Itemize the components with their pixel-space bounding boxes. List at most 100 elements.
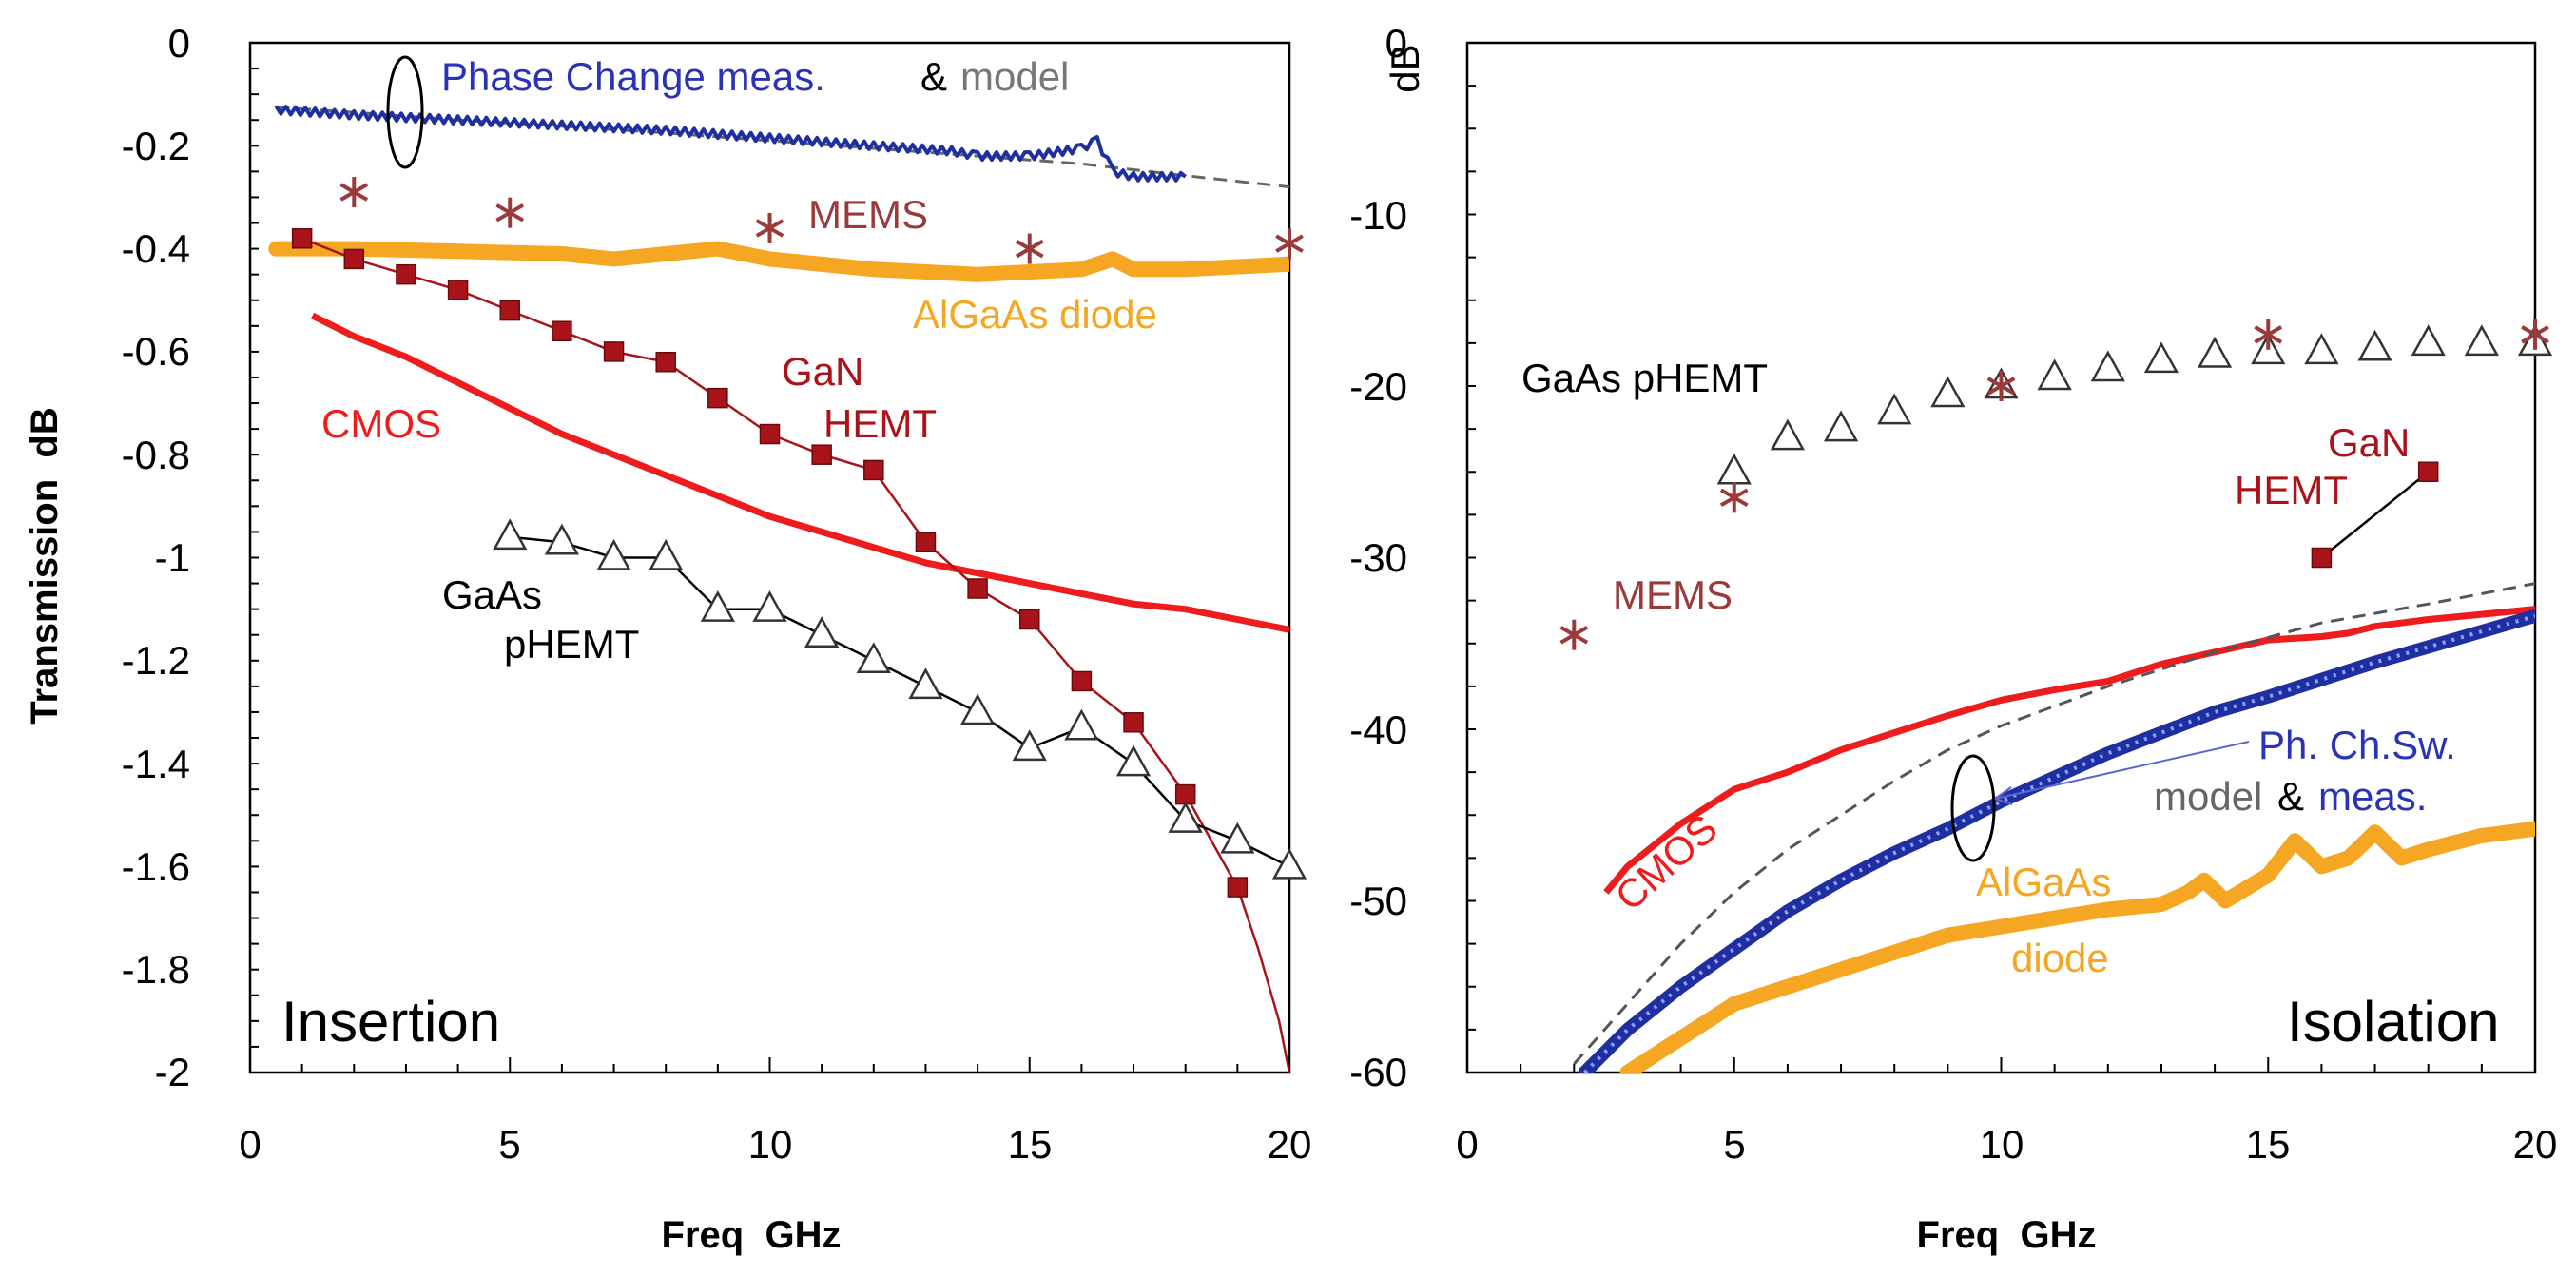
gaas-phemt-marker [1220,822,1255,854]
gaas-phemt-marker [959,693,996,725]
gan-hemt-marker [811,444,832,465]
ph-ch-sw-model-line [1573,582,2535,1065]
phase-change-model-line [276,106,1289,189]
mems-marker [339,177,369,208]
gaas-phemt-marker [2037,358,2072,391]
mems-marker-stroke [2521,325,2549,344]
algaas-diode-line [1619,821,2535,1073]
insertion-label: Insertion [281,990,500,1054]
gan-hemt-marker [552,320,572,341]
left-minor-ticks [250,68,1239,1073]
gaas-phemt-marker [752,590,787,622]
gaas-phemt-marker [1115,744,1152,777]
left-ytick-7: -1.4 [122,742,190,786]
gaas-phemt-marker [1823,410,1859,442]
algaas-diode-line [268,241,1289,282]
left-ann-gan: GaN [782,349,863,394]
gaas-phemt-marker [544,523,580,555]
gan-hemt-marker [447,280,469,300]
left-ann-gaas: GaAs [442,572,542,617]
right-y-axis-label: dB [1383,44,1427,92]
mems-marker-stroke [1559,625,1589,645]
mems-marker-stroke [1986,377,2016,396]
gan-hemt-marker [343,248,365,270]
gaas-phemt-marker [649,538,684,570]
left-ytick-8: -1.6 [122,844,190,889]
gaas-phemt-marker [1716,453,1752,485]
left-xtick-3: 15 [1008,1122,1053,1167]
left-ann-algaas: AlGaAs diode [913,292,1157,337]
mems-marker [1559,619,1589,650]
right-xtick-1: 5 [1723,1122,1745,1167]
left-ann-phase-meas: Phase Change meas. [441,54,825,99]
cmos-line [311,312,1289,633]
gaas-phemt-marker [2357,329,2392,361]
gan-hemt-marker [1123,712,1144,733]
right-ytick-2: -20 [1349,364,1407,409]
right-ytick-3: -30 [1349,535,1407,580]
mems-marker [495,197,525,228]
gaas-phemt-marker [2304,333,2339,365]
gan-hemt-marker [1019,609,1040,630]
gan-hemt-marker [915,532,937,553]
left-ann-amp: & [920,54,947,99]
gan-hemt-marker [1174,783,1196,805]
gan-hemt-marker [291,228,313,249]
right-plot-frame [1465,41,2537,1074]
right-ytick-5: -50 [1349,879,1407,923]
gaas-phemt-marker [700,590,735,622]
left-ytick-2: -0.4 [122,226,190,271]
ph-ch-sw-ellipse [1950,754,1996,862]
mems-marker-stroke [1275,234,1304,253]
left-x-axis-label: Freq GHz [662,1214,842,1256]
right-x-axis-label: Freq GHz [1917,1214,2097,1256]
gaas-phemt-marker [1930,376,1966,408]
mems-marker-stroke [339,183,369,202]
gaas-phemt-marker [856,642,891,674]
insertion-chart: 0 -0.2 -0.4 -0.6 -0.8 -1 -1.2 -1.4 -1.6 … [24,21,1311,1256]
ph-ch-sw-arrowhead-icon [1994,786,2013,805]
mems-marker [755,212,784,243]
gaas-phemt-marker [1168,802,1203,833]
right-series-layer [1573,471,2535,1073]
left-ytick-10: -2 [155,1050,190,1094]
gaas-phemt-marker [1064,708,1099,741]
right-ann-gan: GaN [2328,420,2410,465]
right-ann-gaas-phemt: GaAs pHEMT [1521,356,1768,400]
right-ytick-0: 0 [1385,21,1407,66]
right-ann-hemt: HEMT [2235,468,2348,512]
gan-hemt-marker [396,263,416,285]
ph-ch-sw-arrow [1994,741,2250,800]
mems-marker [2521,319,2549,350]
gan-hemt-marker [2417,461,2439,482]
gaas-phemt-marker [2464,324,2499,357]
gaas-phemt-line [510,535,1289,868]
phase-change-meas-line [274,105,1187,183]
gaas-phemt-marker [596,538,631,570]
left-ytick-0: 0 [168,21,190,66]
mems-marker-stroke [755,219,784,238]
gan-hemt-marker [499,300,520,321]
right-minor-ticks [1467,85,2483,1073]
isolation-label: Isolation [2287,990,2499,1054]
left-series-layer [268,105,1289,1073]
gan-hemt-marker [1071,670,1093,692]
mems-marker-stroke [2254,325,2283,344]
mems-marker-stroke [1015,239,1044,259]
gaas-phemt-marker [1877,393,1912,425]
mems-marker [1986,371,2016,401]
gan-hemt-marker [967,578,988,599]
left-ytick-4: -0.8 [122,433,190,477]
gan-hemt-marker [707,387,728,409]
gan-hemt-line [2320,471,2430,559]
gaas-phemt-marker [2411,324,2446,357]
left-y-axis-label: Transmission dB [24,407,66,724]
mems-marker [1719,482,1749,513]
left-ann-model: model [960,54,1069,99]
gan-hemt-fit-line [1236,886,1289,1073]
mems-marker [1015,233,1044,264]
right-marker-layer [1559,319,2553,650]
right-ann-algaas: AlGaAs [1976,860,2111,904]
right-xtick-2: 10 [1980,1122,2024,1167]
right-ytick-1: -10 [1349,193,1407,238]
